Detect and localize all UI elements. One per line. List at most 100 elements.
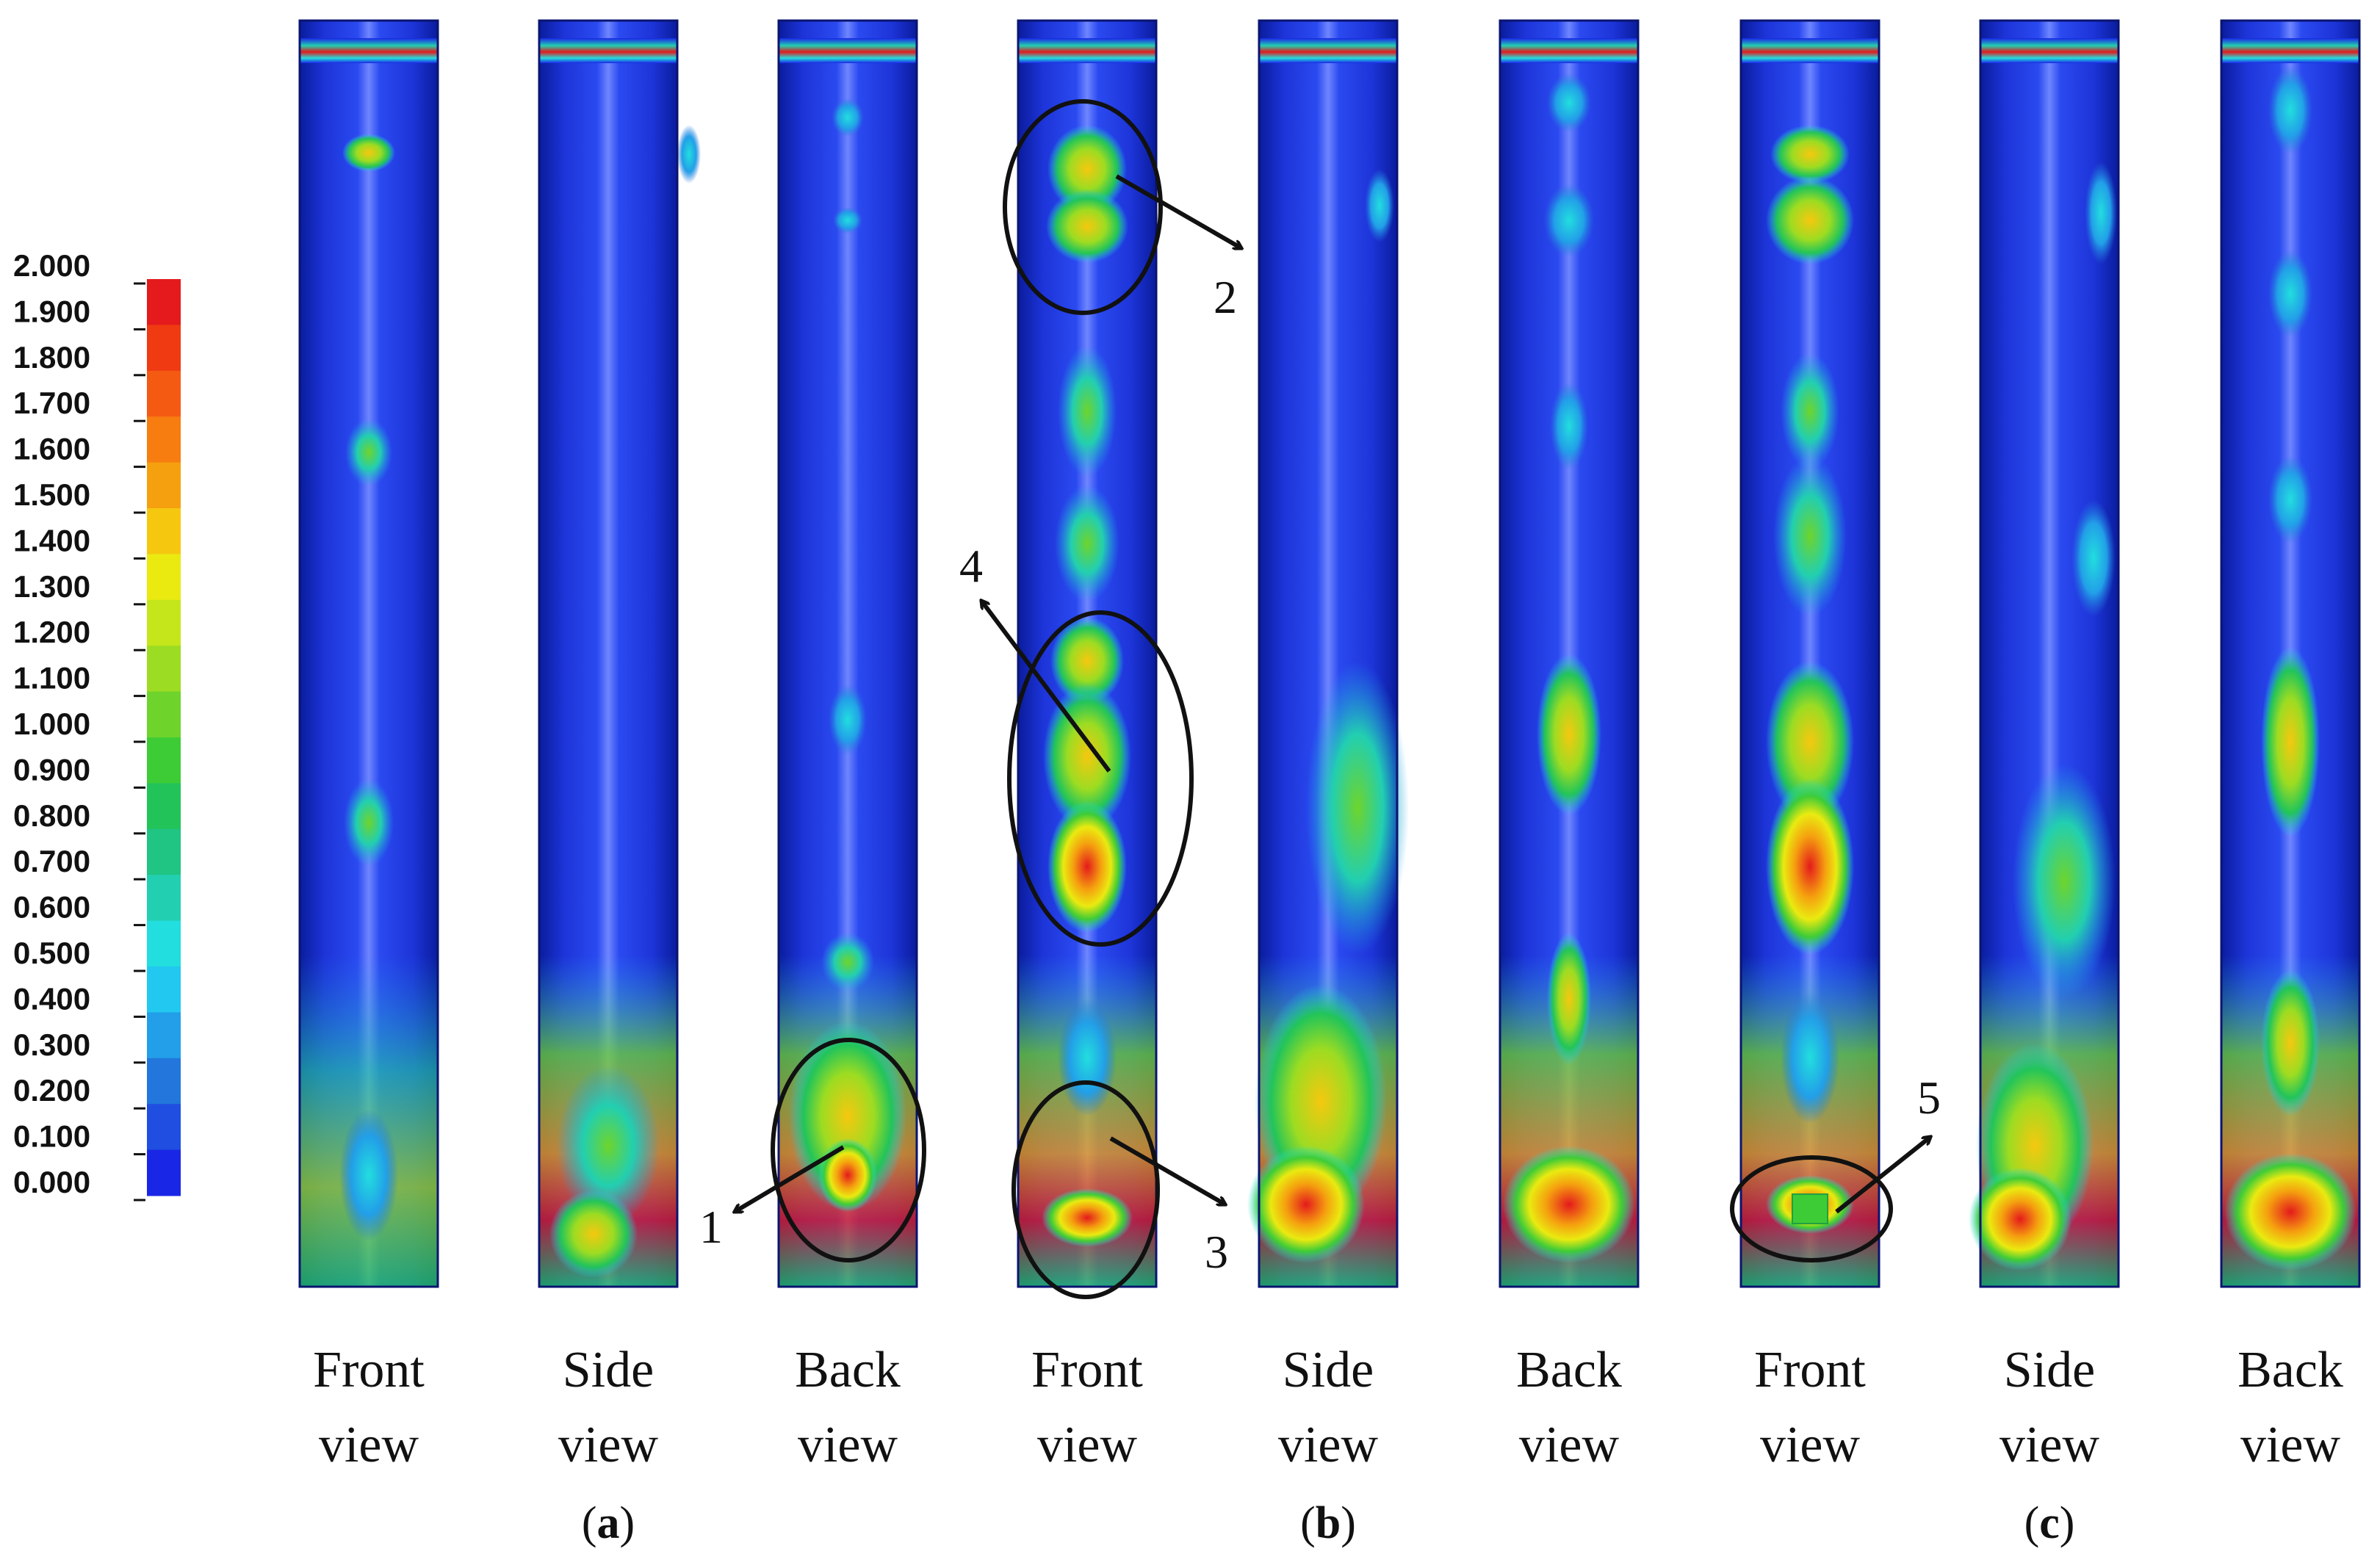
legend-swatch xyxy=(147,1104,181,1151)
contour-hotspot xyxy=(832,98,864,137)
legend-tick-label: 1.700 xyxy=(13,386,90,420)
cylinder-top-band xyxy=(300,38,438,63)
contour-hotspot xyxy=(1503,1146,1635,1263)
legend-swatch xyxy=(147,967,181,1013)
annotation-ellipse-2 xyxy=(1003,99,1163,315)
contour-hotspot xyxy=(2268,455,2312,543)
contour-hotspot xyxy=(1306,661,1409,955)
legend-tick-label: 2.000 xyxy=(13,248,90,283)
contour-hotspot xyxy=(1050,617,1124,705)
cylinder-top-band xyxy=(779,38,917,63)
legend-swatch xyxy=(147,279,181,325)
legend-tick-label: 0.800 xyxy=(13,798,90,833)
cylinder-8 xyxy=(1969,19,2120,1288)
legend-tick-label: 0.200 xyxy=(13,1073,90,1108)
contour-hotspot xyxy=(1043,683,1131,830)
view-captions: Front view Side view Back view Front view Side vi… xyxy=(313,1342,2343,1473)
annotation-label-2: 2 xyxy=(1214,271,1237,323)
caption-line2: view xyxy=(319,1417,419,1473)
caption-line1: Front xyxy=(313,1342,425,1398)
legend-swatch xyxy=(147,554,181,601)
cylinder-1 xyxy=(298,19,439,1288)
cylinder-7 xyxy=(1739,19,1880,1288)
cylinder-outline xyxy=(538,19,679,1288)
legend-swatch xyxy=(147,691,181,738)
contour-hotspot xyxy=(1058,345,1117,477)
contour-hotspot xyxy=(1058,999,1117,1116)
cylinder-2 xyxy=(538,19,701,1288)
caption-line2: view xyxy=(1037,1417,1138,1473)
annotation-ellipse-1 xyxy=(771,1038,926,1262)
cylinder-top-band xyxy=(1741,38,1879,63)
annotation-label-4: 4 xyxy=(959,540,983,592)
legend-swatch xyxy=(147,875,181,922)
legend-tick-labels: 2.000 1.900 1.800 1.700 1.600 1.500 1.400 1.300… xyxy=(13,248,145,1202)
legend-tick-label: 0.700 xyxy=(13,844,90,878)
caption-line1: Back xyxy=(2237,1342,2343,1398)
cylinder-outline xyxy=(1499,19,1640,1288)
contour-hotspot xyxy=(1766,176,1854,264)
contour-hotspot xyxy=(1365,169,1394,242)
legend-tick-label: 1.500 xyxy=(13,477,90,512)
legend-swatch xyxy=(147,920,181,967)
contour-hotspot xyxy=(344,778,394,867)
contour-hotspot xyxy=(339,1109,398,1241)
legend-swatch xyxy=(147,416,181,463)
annotation-label-1: 1 xyxy=(699,1201,723,1253)
legend-tick-label: 1.900 xyxy=(13,294,90,328)
contour-hotspot xyxy=(1047,801,1127,933)
legend-tick-label: 1.400 xyxy=(13,523,90,557)
legend-tick-label: 0.600 xyxy=(13,890,90,925)
contour-hotspot xyxy=(2085,162,2117,264)
cylinder-top-band xyxy=(1500,38,1638,63)
annotations: 1 2 3 4 5 xyxy=(699,99,1941,1299)
cylinder-outline xyxy=(777,19,918,1288)
legend-swatch xyxy=(147,1058,181,1105)
contour-hotspot xyxy=(821,933,874,991)
cylinder-top-band xyxy=(2221,38,2359,63)
contour-hotspot xyxy=(345,419,392,486)
contour-hotspot xyxy=(1781,353,1839,470)
legend-tick-label: 0.300 xyxy=(13,1027,90,1062)
contour-hotspot xyxy=(2261,969,2320,1116)
cylinder-top-band xyxy=(1018,38,1156,63)
caption-line1: Back xyxy=(795,1342,901,1398)
contour-hotspot xyxy=(2013,764,2116,999)
annotation-ellipse-4 xyxy=(1007,610,1194,947)
annotation-label-3: 3 xyxy=(1205,1226,1228,1278)
cylinder-3 xyxy=(777,19,918,1288)
annotation-arrow-3 xyxy=(1109,1136,1225,1207)
legend-swatch xyxy=(147,370,181,417)
group-label-a: (a) xyxy=(582,1498,635,1548)
caption-line1: Front xyxy=(1754,1342,1866,1398)
contour-hotspot xyxy=(829,684,867,755)
cylinder-outline xyxy=(1017,19,1158,1288)
cylinder-5 xyxy=(1247,19,1409,1288)
contour-hotspot xyxy=(1547,933,1591,1065)
caption-line1: Back xyxy=(1516,1342,1622,1398)
contour-hotspot xyxy=(1047,125,1127,213)
cylinder-outline xyxy=(1739,19,1880,1288)
annotation-ellipse-3 xyxy=(1012,1080,1160,1299)
annotation-label-5: 5 xyxy=(1917,1072,1941,1124)
legend-tick-label: 0.000 xyxy=(13,1165,90,1199)
legend-tick-label: 1.000 xyxy=(13,707,90,741)
annotation-arrow-4 xyxy=(981,601,1111,773)
cylinder-top-band xyxy=(1259,38,1397,63)
contour-hotspot xyxy=(1781,991,1839,1124)
contour-hotspot xyxy=(1773,455,1847,617)
contour-hotspot xyxy=(818,1138,877,1212)
contour-hotspot xyxy=(1537,654,1601,815)
contour-hotspot xyxy=(1042,1188,1133,1247)
legend-swatch xyxy=(147,1012,181,1059)
annotation-arrow-1 xyxy=(735,1145,845,1214)
color-legend: 2.000 1.900 1.800 1.700 1.600 1.500 1.400 1.300… xyxy=(13,248,181,1202)
legend-swatch xyxy=(147,599,181,646)
caption-line1: Side xyxy=(2004,1342,2095,1398)
contour-hotspot xyxy=(1969,1168,2071,1271)
caption-line2: view xyxy=(798,1417,898,1473)
cylinder-outline xyxy=(1979,19,2120,1288)
contour-hotspot xyxy=(1766,778,1854,955)
legend-tick-label: 1.100 xyxy=(13,661,90,696)
